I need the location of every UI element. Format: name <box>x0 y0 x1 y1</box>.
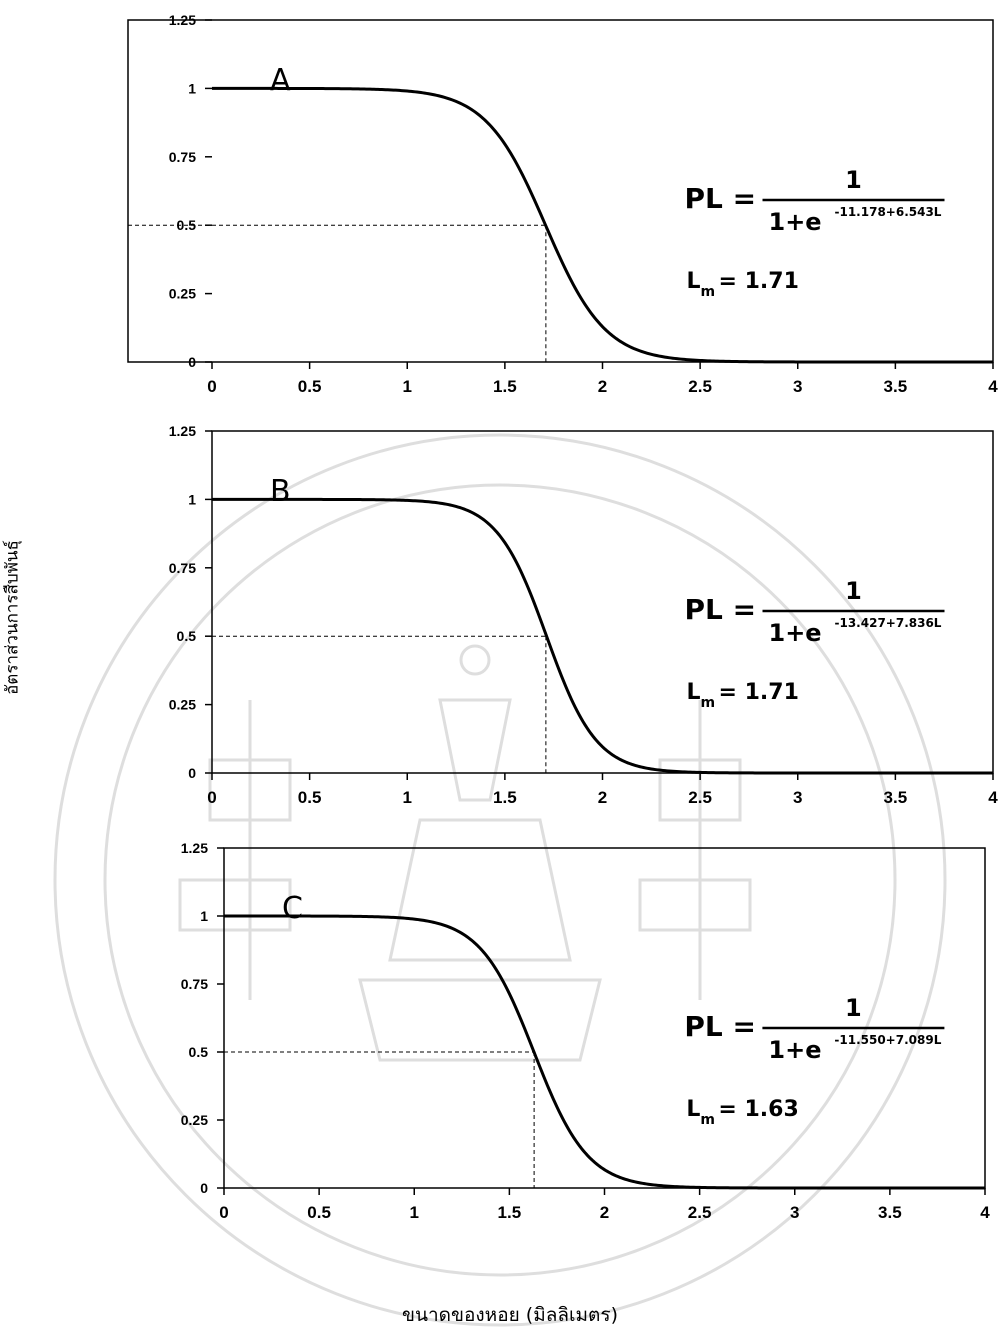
formula-lhs: PL = <box>685 593 757 626</box>
chart-panel-b: 0 0.25 0.5 0.75 1 1.25 0 0.5 1 1.5 2 2.5 3 3.5 4 B PL = 1… <box>0 410 1006 820</box>
logistic-curve-series <box>212 497 993 775</box>
lm-subscript: m <box>701 284 716 300</box>
lm-symbol: L <box>687 680 701 705</box>
y-tick-label: 0.75 <box>169 149 196 165</box>
y-tick-label: 1.25 <box>169 423 196 439</box>
x-tick-label: 4 <box>980 1203 990 1222</box>
x-tick-label: 3 <box>790 1203 799 1222</box>
y-tick-label: 0.75 <box>181 976 208 992</box>
plot-frame <box>127 19 994 363</box>
x-tick-label: 2 <box>600 1203 609 1222</box>
chart-b-svg: 0 0.25 0.5 0.75 1 1.25 0 0.5 1 1.5 2 2.5 3 3.5 4 B PL = 1… <box>169 423 999 807</box>
lm-value: = 1.71 <box>719 269 799 294</box>
plot-frame <box>211 430 994 774</box>
logistic-curve-series <box>212 86 993 364</box>
plot-frame <box>223 847 986 1189</box>
y-tick-label: 0.5 <box>177 628 197 644</box>
x-tick-label: 0 <box>219 1203 228 1222</box>
formula-exponent: -11.178+6.543L <box>835 205 942 219</box>
y-tick-label: 0 <box>200 1180 208 1196</box>
y-tick-label: 0.25 <box>169 286 196 302</box>
lm-subscript: m <box>700 1112 715 1128</box>
x-tick-label: 2.5 <box>688 377 712 396</box>
formula-exponent: -11.550+7.089L <box>834 1033 941 1047</box>
x-tick-label: 1.5 <box>498 1203 522 1222</box>
y-tick-label: 0.75 <box>169 560 196 576</box>
x-tick-label: 0.5 <box>298 788 322 807</box>
panel-label: A <box>270 63 291 98</box>
x-tick-label: 1 <box>403 377 412 396</box>
lm-value: = 1.71 <box>719 680 799 705</box>
x-tick-label: 2 <box>598 377 607 396</box>
y-tick-label: 1 <box>188 80 196 96</box>
x-tick-label: 3 <box>793 788 802 807</box>
lm-symbol: L <box>686 1097 700 1122</box>
chart-panel-a: 0 0.25 0.5 0.75 1 1.25 0 0.5 1 1.5 2 2.5 3 3.5 4 A PL = 1… <box>0 0 1006 410</box>
x-tick-label: 1.5 <box>493 788 517 807</box>
formula-lhs: PL = <box>684 1010 756 1043</box>
x-tick-label: 3 <box>793 377 802 396</box>
x-axis-label: ขนาดของหอย (มิลลิเมตร) <box>402 1304 618 1326</box>
y-tick-label: 0 <box>188 354 196 370</box>
x-tick-label: 4 <box>988 377 998 396</box>
x-tick-label: 0 <box>207 377 216 396</box>
y-axis-label: อัตราส่วนการสืบพันธุ์ <box>2 540 23 695</box>
y-tick-label: 0.25 <box>169 697 196 713</box>
x-tick-label: 2.5 <box>688 1203 712 1222</box>
x-tick-label: 0.5 <box>307 1203 331 1222</box>
x-tick-label: 1 <box>410 1203 419 1222</box>
y-tick-label: 1.25 <box>169 12 196 28</box>
chart-panel-c: 0 0.25 0.5 0.75 1 1.25 0 0.5 1 1.5 2 2.5 3 3.5 4 C PL = 1… <box>0 830 1006 1240</box>
x-tick-label: 3.5 <box>884 377 908 396</box>
y-tick-label: 0.5 <box>189 1044 209 1060</box>
lm-symbol: L <box>687 269 701 294</box>
y-tick-label: 1 <box>200 908 208 924</box>
formula-denominator-base: 1+e <box>768 1036 821 1064</box>
formula-denominator-base: 1+e <box>769 619 822 647</box>
formula-exponent: -13.427+7.836L <box>835 616 942 630</box>
x-tick-label: 2 <box>598 788 607 807</box>
logistic-curve-series <box>224 914 985 1190</box>
x-tick-label: 0.5 <box>298 377 322 396</box>
formula-denominator-base: 1+e <box>769 208 822 236</box>
chart-c-svg: 0 0.25 0.5 0.75 1 1.25 0 0.5 1 1.5 2 2.5 3 3.5 4 C PL = 1… <box>181 840 991 1222</box>
lm-value: = 1.63 <box>718 1097 798 1122</box>
x-tick-label: 1 <box>403 788 412 807</box>
y-tick-label: 0 <box>188 765 196 781</box>
x-tick-label: 3.5 <box>878 1203 902 1222</box>
formula-numerator: 1 <box>845 577 862 605</box>
formula-numerator: 1 <box>845 166 862 194</box>
x-tick-label: 4 <box>988 788 998 807</box>
y-tick-label: 1 <box>188 491 196 507</box>
panel-label: B <box>270 474 291 509</box>
x-tick-label: 0 <box>207 788 216 807</box>
x-tick-label: 2.5 <box>688 788 712 807</box>
panel-label: C <box>282 891 303 926</box>
y-tick-label: 0.25 <box>181 1112 208 1128</box>
formula-lhs: PL = <box>685 182 757 215</box>
x-tick-label: 1.5 <box>493 377 517 396</box>
lm-subscript: m <box>701 695 716 711</box>
y-tick-label: 1.25 <box>181 840 208 856</box>
formula-numerator: 1 <box>845 994 862 1022</box>
x-tick-label: 3.5 <box>884 788 908 807</box>
